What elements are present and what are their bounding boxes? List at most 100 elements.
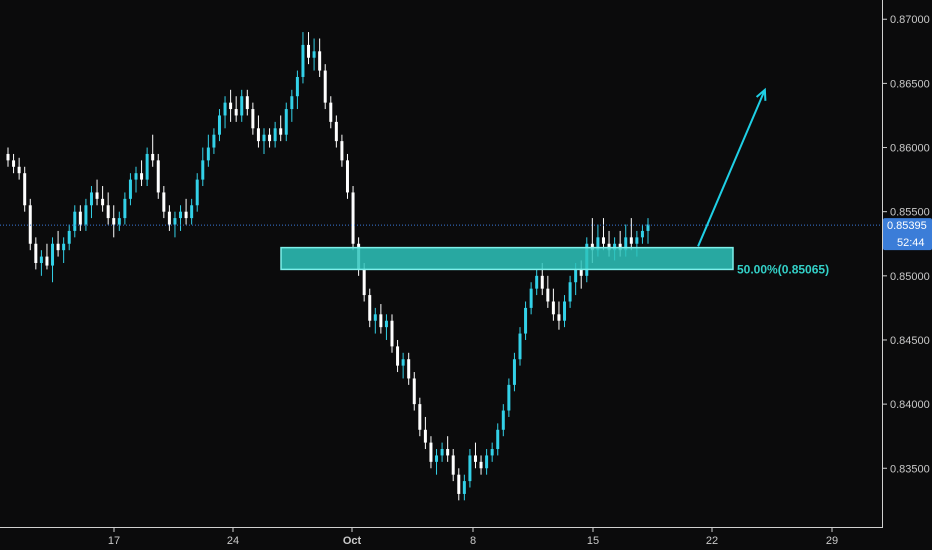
candle [546,275,550,308]
candle [268,128,272,148]
candle [34,237,38,270]
candle [195,173,199,212]
candle-body [307,44,311,58]
candle-body [329,102,333,122]
candle [28,198,32,251]
price-tick-label: 0.86500 [890,78,930,90]
candle [340,134,344,167]
candle [67,224,71,251]
candle [557,301,561,330]
candle-body [56,243,60,251]
candle-body [262,134,266,142]
candle [73,205,77,238]
candle [128,173,132,206]
candle [6,147,10,167]
time-axis[interactable]: 17 24 Oct 8 15 22 29 [108,527,838,547]
candle-body [151,153,155,161]
candle-body [45,256,49,266]
candle-body [423,429,427,443]
candle [17,157,21,180]
candle [23,166,27,212]
price-tick-label: 0.85500 [890,207,930,219]
time-tick-label: 22 [706,535,718,547]
candle-body [234,109,238,116]
candle-body [435,455,439,462]
price-badge-timer: 52:44 [897,237,925,249]
candle [423,416,427,450]
candle-body [273,128,277,142]
candle-body [457,474,461,494]
candle [229,89,233,122]
candle [629,218,633,251]
candle-body [507,384,511,411]
time-tick-label: 24 [227,535,239,547]
candle [507,378,511,417]
time-tick-label: 15 [587,535,599,547]
fib-level-label: 50.00%(0.85065) [737,262,829,276]
candle [112,205,116,238]
price-badge-value: 0.85395 [887,220,927,232]
candle [290,89,294,122]
candle-body [334,121,338,142]
candle-body [195,179,199,206]
candle [401,352,405,379]
price-badge-background [883,218,932,251]
candle [646,218,650,244]
candle-body [368,295,372,321]
candle-body [95,192,99,199]
candle [563,295,567,328]
candle-body [540,275,544,289]
candle-body [535,275,539,289]
candle [640,224,644,244]
candle [51,237,55,283]
candle-body [529,288,533,308]
candle [429,436,433,469]
candle-body [440,449,444,456]
candle [524,301,528,340]
candle [379,304,383,334]
candle-body [162,192,166,212]
candle-body [295,76,299,97]
candle [201,147,205,187]
candle [368,288,372,328]
candle [234,96,238,122]
candle-body [362,269,366,296]
candle-body [624,237,628,251]
candle-body [51,243,55,266]
candle [173,211,177,238]
candle [39,250,43,276]
candle-body [190,205,194,219]
candle [273,121,277,148]
candle-body [462,481,466,494]
candle-body [101,198,105,206]
candle-body [451,455,455,475]
candle [262,128,266,154]
arrow-shaft [697,89,766,247]
fib-zone-rectangle[interactable] [280,246,734,271]
candle-body [184,211,188,219]
candle-body [28,205,32,244]
candle-body [468,455,472,482]
candle [301,32,305,84]
candle-body [212,134,216,148]
candle-body [84,205,88,225]
candle-body [485,455,489,469]
candle-body [123,198,127,219]
candle-body [568,282,572,302]
price-axis[interactable]: 0.87000 0.86500 0.86000 0.85500 0.85000 0.845… [882,14,930,475]
candle-body [601,237,605,244]
candle-body [134,173,138,180]
candle [279,115,283,142]
candle [518,327,522,366]
candle-body [284,109,288,135]
projection-arrow[interactable] [697,87,767,247]
candle-body [179,211,183,219]
candle [407,352,411,385]
price-tick-label: 0.87000 [890,14,930,26]
candle-body [646,224,650,231]
candle-body [635,237,639,244]
candle-body [128,179,132,199]
candle-body [479,461,483,469]
candle [62,237,66,263]
